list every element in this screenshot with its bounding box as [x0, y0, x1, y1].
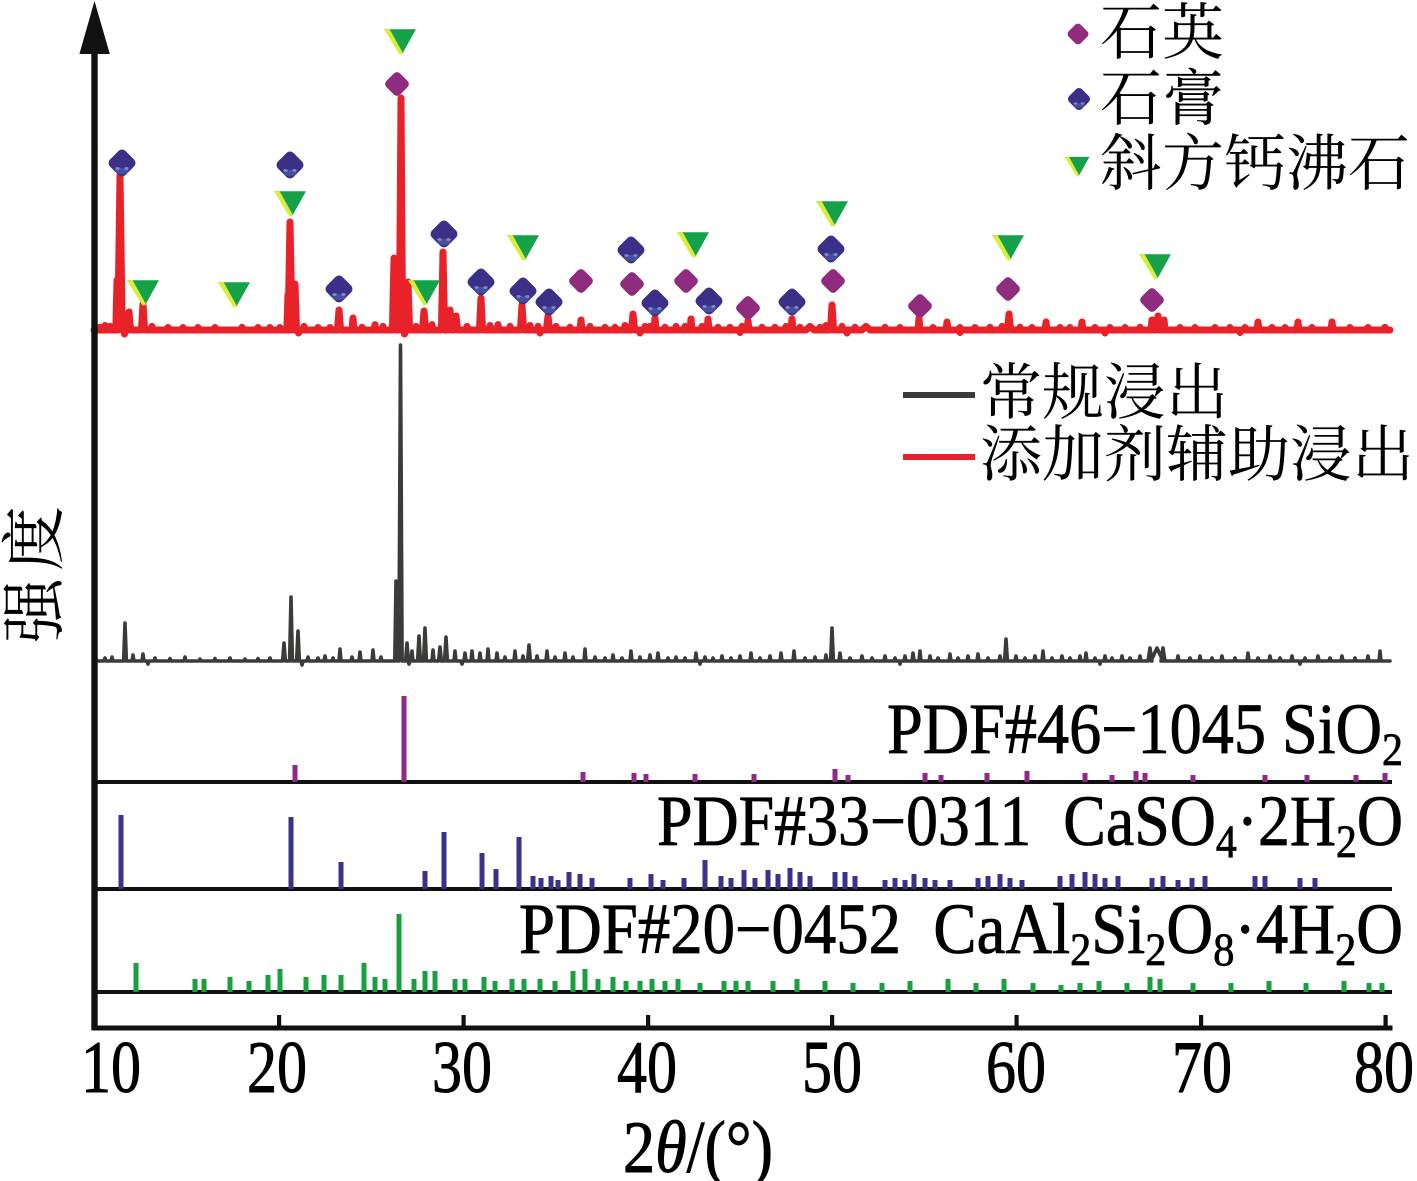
- svg-text:10: 10: [81, 1027, 141, 1109]
- svg-text:PDF#20−0452 CaAl2Si2O8·4H2O: PDF#20−0452 CaAl2Si2O8·4H2O: [519, 889, 1403, 976]
- svg-text:50: 50: [802, 1027, 862, 1109]
- svg-text:70: 70: [1172, 1027, 1232, 1109]
- svg-text:40: 40: [617, 1027, 677, 1109]
- svg-text:30: 30: [432, 1027, 492, 1109]
- svg-text:20: 20: [247, 1027, 307, 1109]
- svg-text:PDF#33−0311 CaSO4·2H2O: PDF#33−0311 CaSO4·2H2O: [657, 781, 1403, 868]
- svg-text:PDF#46−1045 SiO2: PDF#46−1045 SiO2: [887, 689, 1403, 776]
- svg-text:60: 60: [986, 1027, 1046, 1109]
- svg-text:2θ/(°): 2θ/(°): [623, 1107, 773, 1181]
- svg-text:80: 80: [1354, 1027, 1414, 1109]
